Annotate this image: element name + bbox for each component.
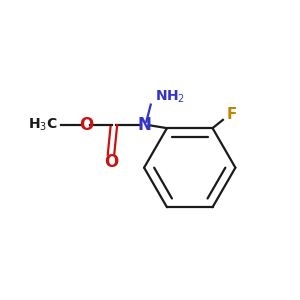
Text: NH$_2$: NH$_2$ — [154, 89, 185, 105]
Text: O: O — [79, 116, 93, 134]
Text: H$_3$C: H$_3$C — [28, 117, 58, 134]
Text: N: N — [138, 116, 152, 134]
Text: F: F — [227, 106, 237, 122]
Text: O: O — [104, 153, 118, 171]
